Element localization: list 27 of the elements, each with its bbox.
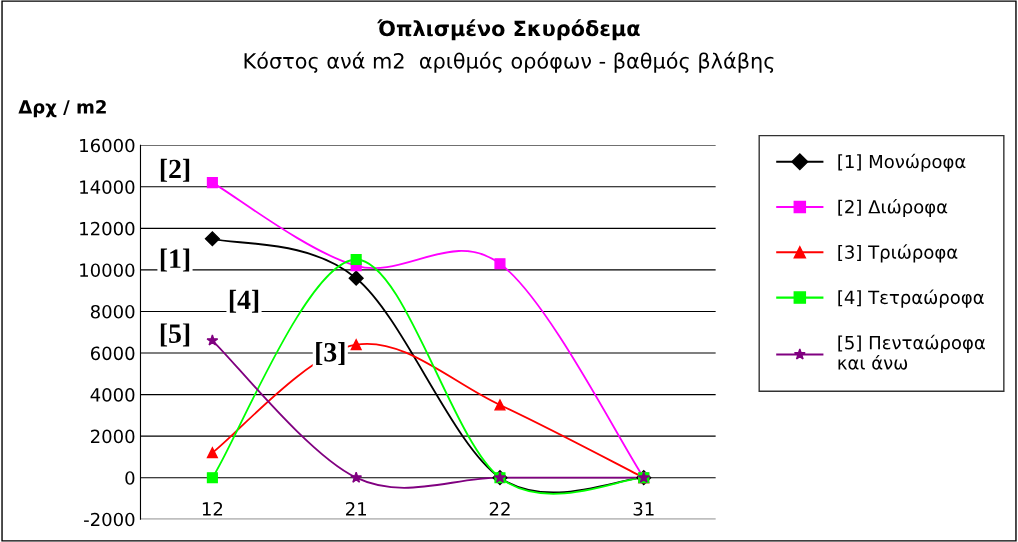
x-tick-label: 21 xyxy=(346,502,366,516)
annotation: [3] xyxy=(316,342,345,366)
x-tick-label: 22 xyxy=(489,502,510,516)
annotation: [2] xyxy=(160,158,190,182)
y-tick-label: 8000 xyxy=(90,304,135,319)
y-tick-label: 14000 xyxy=(80,180,135,194)
annotation: [1] xyxy=(160,248,190,272)
y-axis-title: Δρχ / m2 xyxy=(18,99,106,118)
annotation: [5] xyxy=(160,323,190,347)
y-tick-label: 16000 xyxy=(80,138,135,153)
legend-label: [5] Πενταώροφα και άνω xyxy=(838,334,985,370)
y-tick-label: 10000 xyxy=(80,263,135,278)
y-tick-label: 2000 xyxy=(90,429,135,444)
y-tick-label: 6000 xyxy=(90,346,135,361)
y-tick-label: 4000 xyxy=(90,388,135,402)
x-tick-label: 12 xyxy=(202,502,223,516)
x-tick-label: 31 xyxy=(633,502,654,516)
legend-label: [1] Μονώροφα xyxy=(838,153,966,172)
legend-label: [4] Τετραώροφα xyxy=(838,289,984,308)
legend-label: [2] Διώροφα xyxy=(838,198,948,218)
chart-subtitle: Κόστος ανά m2 αριθμός ορόφων - βαθμός βλάβης xyxy=(244,51,774,73)
y-tick-label: 12000 xyxy=(80,221,135,236)
chart-title: Όπλισμένο Σκυρόδεμα xyxy=(377,19,640,41)
annotation: [4] xyxy=(229,289,259,313)
y-tick-label: 0 xyxy=(125,471,135,485)
legend-label: [3] Τριώροφα xyxy=(838,244,958,263)
y-tick-label: -2000 xyxy=(84,512,135,527)
